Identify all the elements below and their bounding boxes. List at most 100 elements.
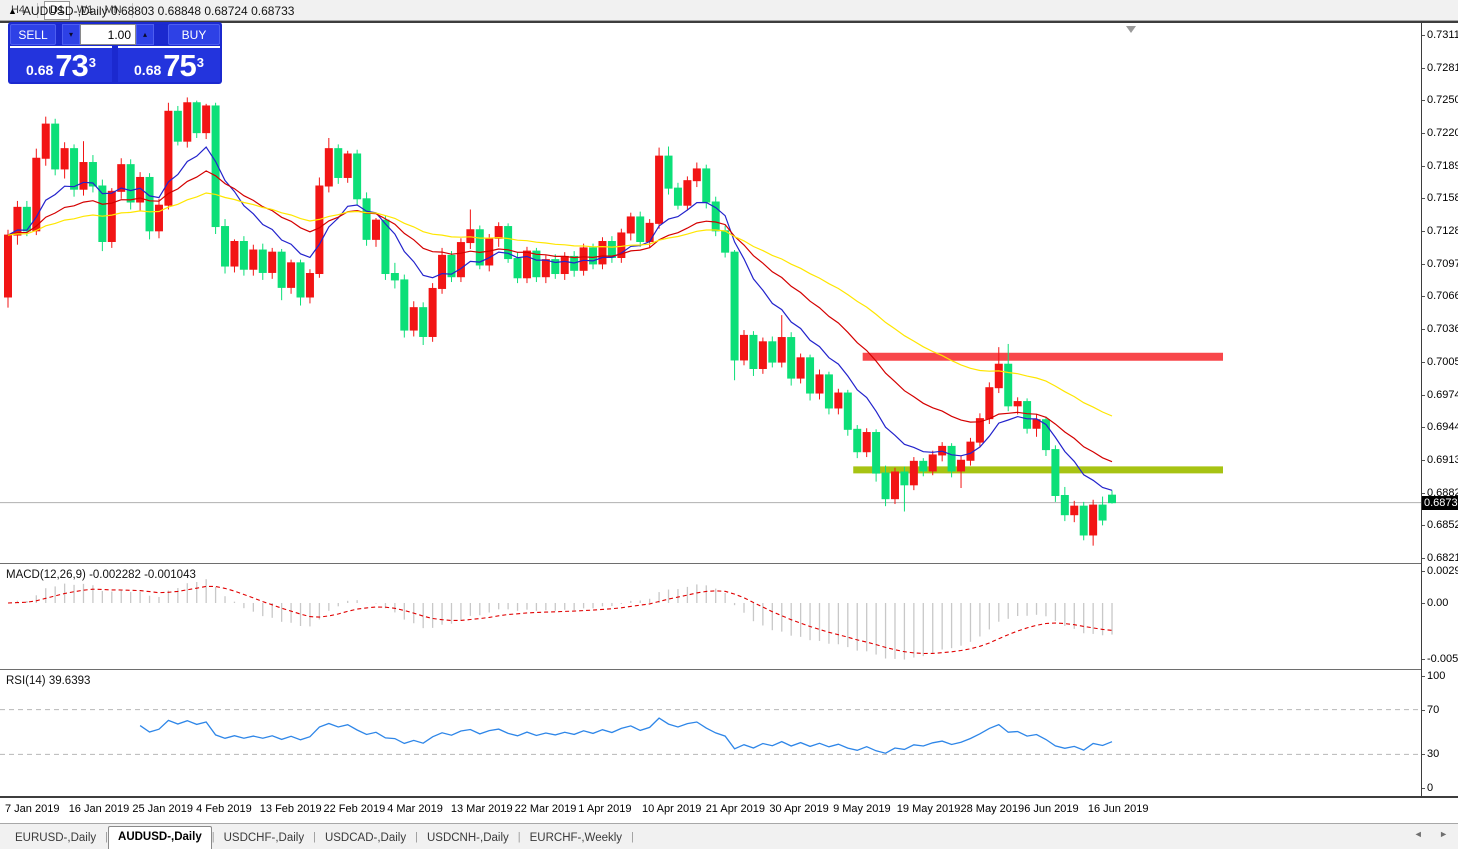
time-scale[interactable]: 7 Jan 2019 16 Jan 2019 25 Jan 2019 4 Feb 20…: [0, 798, 1458, 823]
timeframe-button-h4[interactable]: H4: [10, 4, 26, 16]
x-axis-label: 6 Jun 2019: [1024, 803, 1079, 815]
price-scale-label: 0.70665: [1427, 290, 1458, 303]
price-scale-tick: [1422, 230, 1425, 232]
x-axis-label: 10 Apr 2019: [642, 803, 702, 815]
candle-bull: [154, 204, 163, 232]
rsi-line: [139, 717, 1113, 754]
macd-panel[interactable]: MACD(12,26,9) -0.002282 -0.001043: [0, 566, 1421, 669]
candle-bear: [824, 374, 833, 409]
price-scale-tick: [1422, 34, 1425, 36]
rsi-scale-label: 100: [1427, 670, 1446, 682]
sell-price-button[interactable]: 0.68 73 3: [10, 46, 112, 82]
tab-separator: |: [517, 831, 521, 843]
rsi-scale-label: 70: [1427, 703, 1440, 716]
collapse-triangle-icon[interactable]: ▲: [8, 6, 17, 16]
toolbar-separator: [37, 2, 38, 18]
candle-bear: [211, 105, 220, 228]
price-scale-tick: [1422, 263, 1425, 265]
candle-bear: [919, 460, 928, 472]
candle-bear: [192, 102, 201, 134]
chart-bottom-border: [0, 796, 1458, 798]
candle-bear: [806, 357, 815, 394]
tab-separator: |: [415, 831, 418, 843]
macd-canvas[interactable]: [0, 566, 1421, 669]
rsi-scale-label: 30: [1427, 748, 1440, 761]
macd-scale-tick: [1422, 659, 1425, 661]
timeframe-button-mn[interactable]: MN: [104, 4, 122, 16]
candle-bull: [957, 459, 966, 472]
sell-button[interactable]: SELL: [10, 24, 56, 45]
candle-bull: [79, 162, 88, 190]
candle-bear: [532, 250, 541, 278]
price-scale-tick: [1422, 558, 1425, 560]
candle-bull: [249, 249, 258, 270]
toolbar-separator: [132, 2, 133, 18]
x-axis-label: 19 May 2019: [896, 803, 961, 815]
tab-scroll-right-icon[interactable]: ►: [1439, 829, 1448, 839]
volume-decrease-button[interactable]: ▾: [62, 24, 80, 45]
timeframe-button-d1[interactable]: D1: [44, 0, 70, 20]
symbol-tab-usdcad[interactable]: USDCAD-,Daily: [324, 832, 407, 844]
symbol-tab-eurusd[interactable]: EURUSD-,Daily: [15, 832, 97, 844]
candle-bull: [909, 460, 918, 486]
symbol-tab-usdcnh[interactable]: USDCNH-,Daily: [426, 832, 509, 844]
candle-bull: [456, 242, 465, 278]
x-axis-label: 4 Mar 2019: [387, 803, 443, 815]
price-chart-panel[interactable]: [0, 23, 1421, 563]
candle-bull: [438, 254, 447, 289]
candle-bull: [796, 357, 805, 379]
buy-button[interactable]: BUY: [168, 24, 220, 45]
price-chart-canvas[interactable]: [0, 23, 1421, 563]
candle-bull: [60, 148, 69, 170]
support-line[interactable]: [853, 466, 1223, 474]
candle-bear: [447, 254, 456, 278]
tab-separator: |: [313, 831, 316, 843]
candle-bull: [428, 287, 437, 337]
candle-bear: [221, 226, 230, 267]
price-scale-label: 0.71585: [1427, 192, 1458, 205]
candle-bear: [98, 185, 107, 242]
candle-bull: [409, 307, 418, 331]
buy-price-button[interactable]: 0.68 75 3: [118, 46, 220, 82]
symbol-tab-audusd[interactable]: AUDUSD-,Daily: [108, 826, 212, 849]
candle-bear: [853, 428, 862, 453]
rsi-canvas[interactable]: [0, 672, 1421, 796]
macd-scale-tick: [1422, 571, 1425, 573]
timeframe-button-w1[interactable]: W1: [76, 4, 94, 16]
candle-bull: [305, 273, 314, 298]
candle-bull: [834, 392, 843, 409]
x-axis-label: 7 Jan 2019: [5, 803, 60, 815]
candle-bull: [985, 387, 994, 420]
volume-input[interactable]: [80, 24, 136, 45]
sell-price-big: 73: [55, 48, 88, 83]
price-scale-label: 0.72505: [1427, 94, 1458, 107]
volume-increase-button[interactable]: ▴: [136, 24, 154, 45]
symbol-tab-eurchf[interactable]: EURCHF-,Weekly: [529, 832, 623, 844]
candle-bear: [1051, 449, 1060, 496]
candle-bear: [126, 164, 135, 203]
symbol-tab-usdchf[interactable]: USDCHF-,Daily: [223, 832, 305, 844]
candle-bear: [673, 187, 682, 206]
chart-shift-marker-icon[interactable]: [1126, 26, 1136, 33]
candle-bear: [334, 148, 343, 178]
candle-bear: [353, 153, 362, 200]
candle-bull: [183, 102, 192, 142]
price-scale-tick: [1422, 132, 1425, 134]
x-axis-label: 28 May 2019: [960, 803, 1025, 815]
candle-bull: [4, 234, 12, 298]
rsi-scale-tick: [1422, 754, 1425, 756]
candle-bull: [41, 123, 50, 159]
tab-scroll-left-icon[interactable]: ◄: [1413, 829, 1423, 839]
rsi-scale-tick: [1422, 788, 1425, 789]
resistance-line[interactable]: [862, 352, 1223, 361]
sell-price-pip: 3: [88, 55, 96, 70]
rsi-panel[interactable]: RSI(14) 39.6393: [0, 672, 1421, 796]
candle-bull: [560, 255, 569, 275]
candle-bull: [164, 110, 173, 206]
chart-top-border: [0, 21, 1458, 23]
